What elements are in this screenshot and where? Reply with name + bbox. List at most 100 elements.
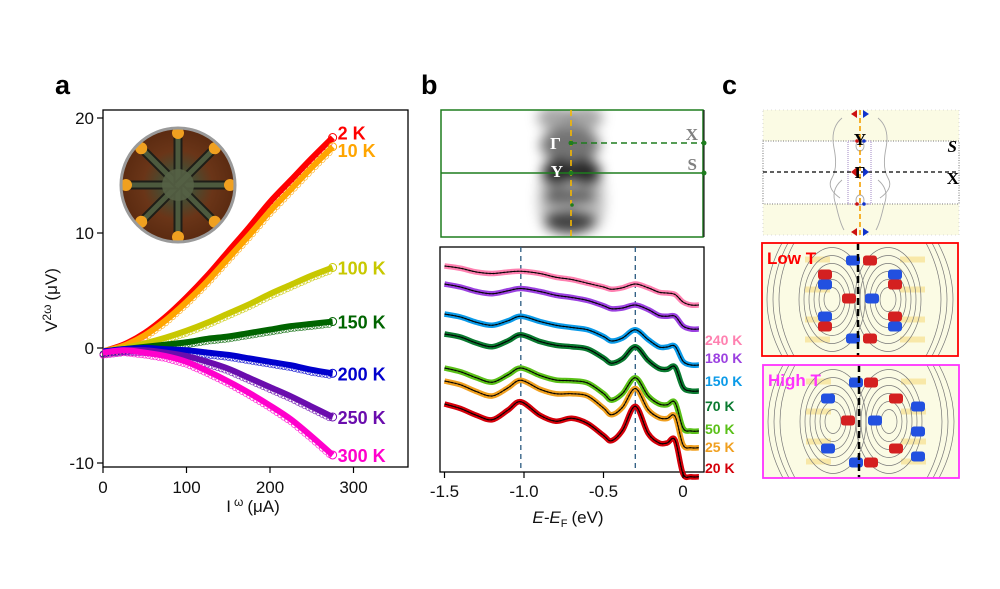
- b-series-20k: [443, 398, 699, 481]
- low-t-frame: [761, 242, 959, 357]
- spin-texture-block: [889, 443, 903, 454]
- b-series-label: 70 K: [705, 398, 735, 414]
- high-t-spin-texture: [763, 365, 959, 478]
- panel-a-y-axis-title: V2ω(μV): [40, 268, 61, 332]
- b-series-label: 150 K: [705, 373, 742, 389]
- b-series-50k: [443, 365, 699, 434]
- a-series-label: 2 K: [338, 124, 366, 144]
- spin-texture-block: [818, 269, 832, 280]
- a-fit-line: [102, 144, 335, 355]
- a-series-label: 150 K: [338, 313, 386, 333]
- a-fit-line: [102, 264, 334, 355]
- spin-texture-block: [821, 393, 835, 404]
- spin-texture-block: [818, 279, 832, 290]
- a-series-label: 250 K: [338, 408, 386, 428]
- spin-texture-block: [888, 321, 902, 332]
- a-series-label: 10 K: [338, 141, 376, 161]
- a-y-tick-label: 20: [75, 109, 94, 128]
- spin-texture-block: [849, 377, 863, 388]
- a-y-tick-label: 0: [85, 339, 94, 358]
- edc-plot-frame: [439, 246, 705, 473]
- a-series-label: 100 K: [338, 259, 386, 279]
- panel-b-letter: b: [421, 70, 438, 100]
- spin-texture-block: [889, 393, 903, 404]
- b-x-tick-label: -1.0: [509, 482, 538, 501]
- b-fit-line: [444, 367, 699, 432]
- spin-texture-block: [821, 443, 835, 454]
- b-fit-line: [444, 379, 699, 449]
- a-x-tick-label: 200: [256, 478, 284, 497]
- spin-texture-block: [864, 457, 878, 468]
- spin-texture-block: [868, 415, 882, 426]
- spin-texture-block: [841, 415, 855, 426]
- device-inset: [119, 126, 237, 244]
- spin-texture-block: [846, 255, 860, 266]
- b-series-label: 240 K: [705, 332, 742, 348]
- spin-texture-block: [863, 255, 877, 266]
- b-x-tick-label: -1.5: [430, 482, 459, 501]
- a-series-300k: [99, 347, 338, 460]
- a-y-tick-label: -10: [69, 454, 94, 473]
- a-x-tick-label: 100: [172, 478, 200, 497]
- b-series-label: 180 K: [705, 350, 742, 366]
- b-fit-line: [444, 313, 699, 366]
- spin-texture-block: [888, 311, 902, 322]
- b-x-tick-label: -0.5: [589, 482, 618, 501]
- x-label: X: [686, 125, 699, 144]
- spin-texture-block: [863, 333, 877, 344]
- gamma-point-marker: [568, 140, 574, 146]
- b-fit-line: [444, 401, 699, 478]
- y-point-marker: [568, 170, 574, 176]
- spin-texture-block: [842, 293, 856, 304]
- a-x-tick-label: 300: [339, 478, 367, 497]
- y-label: Y: [551, 162, 563, 181]
- b-series-label: 20 K: [705, 460, 735, 476]
- spin-texture-block: [818, 311, 832, 322]
- a-series-label: 300 K: [338, 446, 386, 466]
- b-x-tick-label: 0: [678, 482, 687, 501]
- s-label: S: [688, 155, 697, 174]
- spin-texture-block: [818, 321, 832, 332]
- c-y-label: Y: [854, 130, 866, 149]
- x-point-marker: [701, 140, 707, 146]
- high-t-frame: [762, 364, 960, 479]
- s-point-marker: [701, 170, 707, 176]
- spin-texture-block: [911, 426, 925, 437]
- panel-c-letter: c: [722, 70, 738, 100]
- spin-texture-block: [864, 377, 878, 388]
- spin-texture-block: [849, 457, 863, 468]
- b-fit-line: [444, 283, 699, 330]
- b-series-label: 50 K: [705, 421, 735, 437]
- c-s-label: S: [948, 137, 957, 156]
- spin-texture-block: [865, 293, 879, 304]
- spin-texture-block: [911, 451, 925, 462]
- b-fit-line: [444, 265, 699, 306]
- spin-texture-block: [888, 279, 902, 290]
- a-x-tick-label: 0: [98, 478, 107, 497]
- low-t-spin-texture: [762, 243, 958, 356]
- a-y-tick-label: 10: [75, 224, 94, 243]
- spin-texture-block: [911, 401, 925, 412]
- c-gamma-label: Γ: [855, 163, 866, 182]
- c-x-label: X: [947, 169, 960, 188]
- gamma-label: Γ: [550, 134, 561, 153]
- a-fit-line: [102, 347, 335, 458]
- low-t-label: Low T: [767, 249, 817, 268]
- b-series-240k: [444, 263, 699, 308]
- b-series-150k: [443, 311, 700, 369]
- panel-a-letter: a: [55, 70, 71, 100]
- bz-spin-texture-map: Y Γ S X: [762, 109, 960, 236]
- a-series-label: 200 K: [338, 364, 386, 384]
- high-t-label: High T: [768, 371, 821, 390]
- b-series-180k: [443, 281, 699, 332]
- panel-b-x-axis-title: E-EF (eV): [532, 508, 603, 530]
- spin-texture-block: [888, 269, 902, 280]
- b-series-70k: [443, 331, 700, 395]
- b-series-label: 25 K: [705, 439, 735, 455]
- spin-texture-block: [846, 333, 860, 344]
- b-fit-line: [444, 333, 699, 392]
- b-series-25k: [443, 377, 699, 451]
